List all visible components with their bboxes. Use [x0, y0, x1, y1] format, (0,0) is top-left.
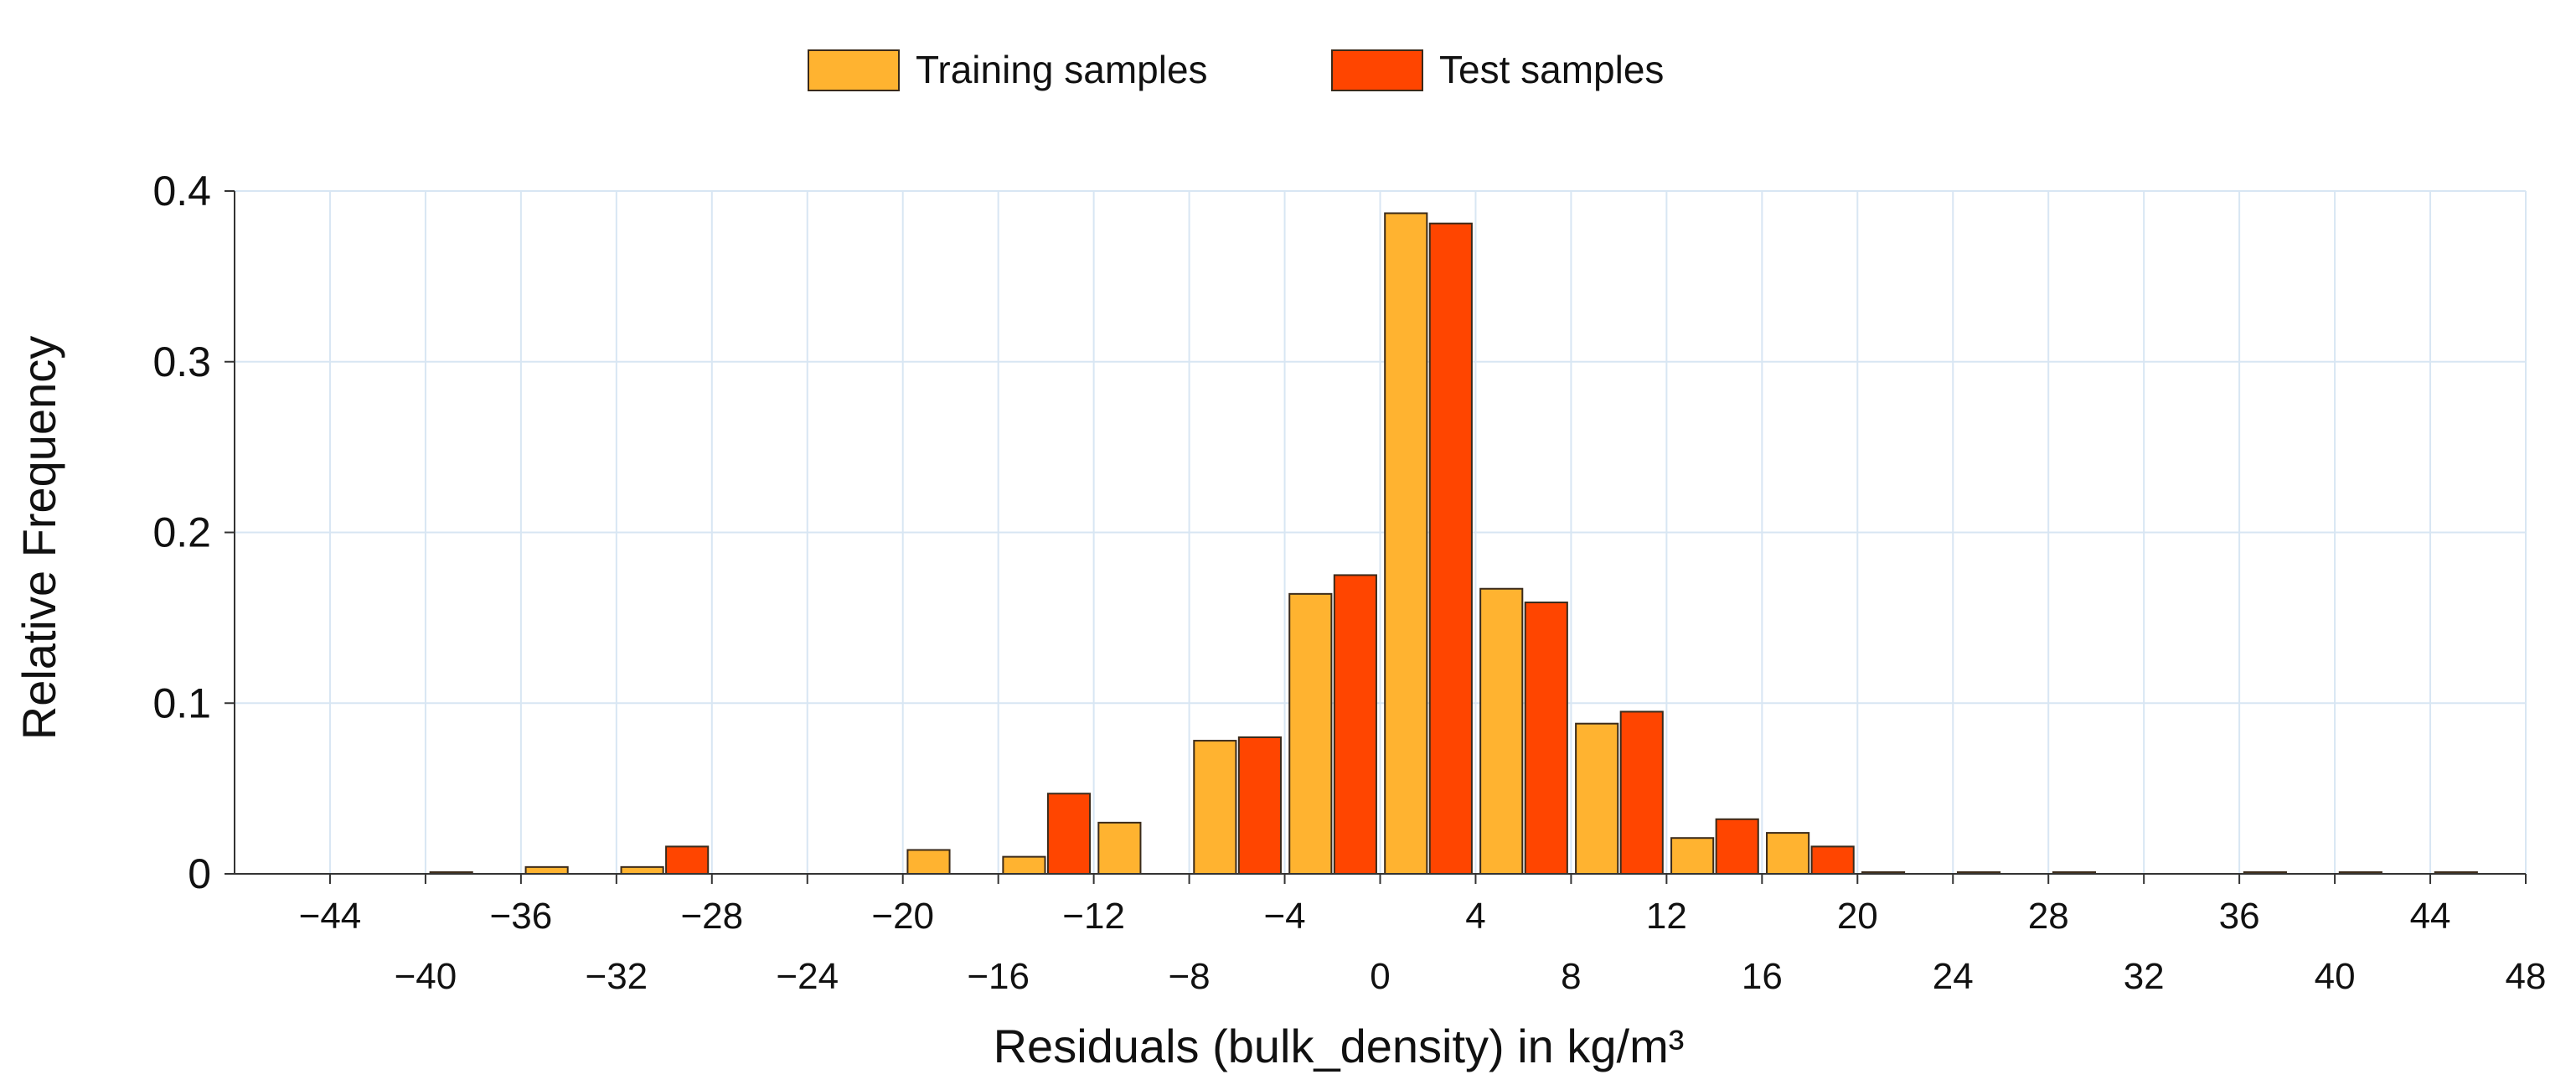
- y-tick-label: 0.4: [152, 168, 211, 214]
- legend-swatch-training: [808, 49, 900, 91]
- x-tick-label-upper: 44: [2410, 896, 2451, 937]
- bar-test: [1428, 222, 1473, 875]
- x-tick-label-lower: 0: [1370, 956, 1390, 997]
- x-tick-label-upper: −44: [299, 896, 362, 937]
- x-tick-label-lower: −8: [1168, 956, 1210, 997]
- x-tick-label-upper: 4: [1465, 896, 1485, 937]
- bar-test: [1046, 793, 1092, 875]
- legend-label-training: Training samples: [916, 48, 1208, 91]
- y-axis-title: Relative Frequency: [13, 336, 65, 740]
- x-tick-label-lower: −40: [395, 956, 457, 997]
- bars-layer: [429, 212, 2478, 876]
- x-tick-label-lower: −16: [967, 956, 1030, 997]
- x-tick-label-lower: 40: [2315, 956, 2356, 997]
- x-tick-label-upper: 20: [1837, 896, 1878, 937]
- x-tick-label-lower: 48: [2506, 956, 2547, 997]
- bar-training: [1288, 592, 1333, 875]
- x-tick-label-lower: 16: [1742, 956, 1783, 997]
- x-tick-label-upper: 36: [2219, 896, 2260, 937]
- bar-test: [1237, 736, 1282, 875]
- grid-layer: [235, 190, 2527, 874]
- x-axis-title: Residuals (bulk_density) in kg/m³: [994, 1020, 1685, 1072]
- x-tick-label-lower: 32: [2124, 956, 2165, 997]
- legend-swatch-test: [1331, 49, 1423, 91]
- x-tick-label-upper: −20: [871, 896, 934, 937]
- bar-test: [1333, 574, 1377, 875]
- bar-test: [1524, 602, 1568, 875]
- y-tick-label: 0: [188, 850, 211, 897]
- x-tick-label-lower: 8: [1561, 956, 1581, 997]
- y-tick-label: 0.1: [152, 679, 211, 726]
- bar-test: [1715, 818, 1759, 875]
- bar-training: [1097, 821, 1142, 875]
- bar-test: [665, 845, 710, 876]
- bar-training: [1384, 212, 1428, 876]
- ticks-layer: 00.10.20.30.4−44 −36 −28 −20 −12 −4 4 12 20 28 36 4…: [152, 168, 2546, 997]
- x-tick-label-upper: −28: [680, 896, 743, 937]
- bar-training: [524, 865, 569, 875]
- x-tick-label-upper: −12: [1062, 896, 1125, 937]
- y-tick-label: 0.3: [152, 338, 211, 385]
- x-tick-label-lower: 24: [1933, 956, 1974, 997]
- bar-training: [1670, 837, 1715, 876]
- bar-training: [1002, 855, 1046, 875]
- bar-training: [1479, 587, 1524, 875]
- bar-training: [906, 849, 951, 875]
- x-tick-label-lower: −32: [586, 956, 648, 997]
- x-tick-label-lower: −24: [776, 956, 839, 997]
- x-tick-label-upper: 28: [2028, 896, 2069, 937]
- bar-training: [1766, 832, 1810, 875]
- y-tick-label: 0.2: [152, 509, 211, 556]
- bar-training: [1193, 740, 1237, 876]
- bar-test: [1619, 710, 1664, 875]
- bar-test: [1810, 845, 1855, 876]
- legend: Training samples Test samples: [808, 48, 1664, 91]
- x-tick-label-upper: −4: [1263, 896, 1305, 937]
- x-tick-label-upper: −36: [490, 896, 553, 937]
- x-tick-label-upper: 12: [1646, 896, 1687, 937]
- bar-training: [1575, 722, 1619, 876]
- legend-label-test: Test samples: [1439, 48, 1664, 91]
- bar-training: [620, 865, 664, 875]
